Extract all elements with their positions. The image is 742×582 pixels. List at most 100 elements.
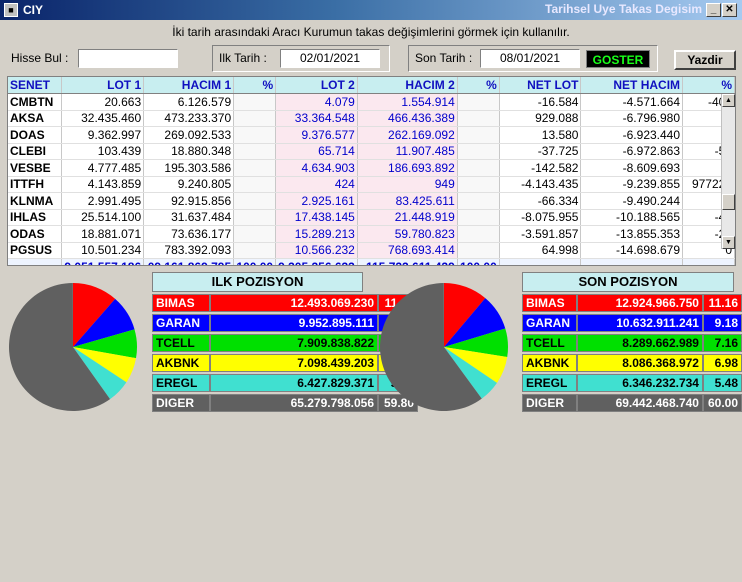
table-cell: -66.334 <box>499 192 582 210</box>
yazdir-button[interactable]: Yazdir <box>674 50 736 70</box>
table-row[interactable]: ITTFH 4.143.859 9.240.805 424 949 -4.143.435-… <box>8 176 735 193</box>
son-pozisyon-pct: 7.16 <box>702 334 742 352</box>
table-row[interactable]: DOAS 9.362.997 269.092.533 9.376.577 262.169… <box>8 126 735 144</box>
table-cell: 33.364.548 <box>275 110 358 127</box>
son-pozisyon-row[interactable]: DIGER 69.442.468.740 60.00 <box>522 394 742 412</box>
son-pozisyon-row[interactable]: EREGL 6.346.232.734 5.48 <box>522 374 742 392</box>
hisse-bul-label: Hisse Bul : <box>11 51 69 65</box>
column-header[interactable]: SENET <box>8 77 63 94</box>
table-cell <box>457 159 500 177</box>
son-pozisyon-row[interactable]: GARAN 10.632.911.241 9.18 <box>522 314 742 332</box>
ilk-pozisyon-value: 7.098.439.203 <box>210 354 378 372</box>
table-cell <box>457 192 500 210</box>
table-cell: IHLAS <box>8 209 63 226</box>
son-pozisyon-table: BIMAS 12.924.966.750 11.16 GARAN 10.632.911.… <box>522 292 742 414</box>
table-cell: 768.693.414 <box>357 242 458 259</box>
goster-button[interactable]: GOSTER <box>586 50 650 68</box>
column-header[interactable]: % <box>233 77 277 94</box>
son-pozisyon-value: 12.924.966.750 <box>576 294 703 312</box>
table-cell: 15.289.213 <box>275 225 358 243</box>
scroll-thumb[interactable] <box>722 194 735 210</box>
table-cell: 4.777.485 <box>61 159 145 177</box>
minimize-button[interactable]: _ <box>706 3 721 17</box>
table-scrollbar[interactable]: ▲ ▼ <box>721 94 735 249</box>
column-header[interactable]: LOT 1 <box>61 77 145 94</box>
pie-slice-bimas <box>444 283 486 347</box>
table-row[interactable]: KLNMA 2.991.495 92.915.856 2.925.161 83.425.… <box>8 192 735 210</box>
total-cell: 100,00 <box>233 258 277 265</box>
table-row[interactable]: CLEBI 103.439 18.880.348 65.714 11.907.485 -3… <box>8 143 735 160</box>
son-pozisyon-name: EREGL <box>522 374 577 392</box>
table-cell <box>457 225 500 243</box>
table-cell: -14.698.679 <box>580 242 684 259</box>
info-text: İki tarih arasındaki Aracı Kurumun takas… <box>172 25 570 39</box>
table-cell: -9.239.855 <box>580 176 684 193</box>
pie-slice-diger <box>9 283 111 411</box>
ilk-pozisyon-value: 12.493.069.230 <box>210 294 378 312</box>
son-tarih-input[interactable]: 08/01/2021 <box>480 49 580 68</box>
son-pozisyon-row[interactable]: TCELL 8.289.662.989 7.16 <box>522 334 742 352</box>
column-header[interactable]: % <box>682 77 735 94</box>
column-header[interactable]: HACIM 1 <box>143 77 235 94</box>
pie-slice-diger <box>380 283 482 411</box>
scroll-up-icon[interactable]: ▲ <box>722 94 735 107</box>
son-pozisyon-value: 8.289.662.989 <box>576 334 703 352</box>
pie-slice-tcell <box>444 328 508 358</box>
pie-slice-garan <box>444 298 506 347</box>
son-pozisyon-pct: 5.48 <box>702 374 742 392</box>
table-cell <box>233 176 277 193</box>
table-row[interactable]: ODAS 18.881.071 73.636.177 15.289.213 59.780… <box>8 225 735 243</box>
total-cell: 100,00 <box>457 258 500 265</box>
table-cell: 929.088 <box>499 110 582 127</box>
table-cell: -37.725 <box>499 143 582 160</box>
total-cell: 09.161.869.795 <box>143 258 235 265</box>
son-pozisyon-pct: 60.00 <box>702 394 742 412</box>
table-cell: 783.392.093 <box>143 242 235 259</box>
column-header[interactable]: % <box>457 77 500 94</box>
table-row[interactable]: AKSA 32.435.460 473.233.370 33.364.548 466.4… <box>8 110 735 127</box>
scroll-down-icon[interactable]: ▼ <box>722 236 735 249</box>
ilk-pozisyon-name: EREGL <box>152 374 210 392</box>
table-cell: 195.303.586 <box>143 159 235 177</box>
table-header-row: SENET LOT 1 HACIM 1% LOT 2 HACIM 2% NET LOT NE… <box>8 77 735 94</box>
column-header[interactable]: LOT 2 <box>275 77 358 94</box>
son-pozisyon-pie-chart <box>380 283 508 411</box>
son-pozisyon-pct: 11.16 <box>702 294 742 312</box>
hisse-bul-input[interactable] <box>78 49 178 68</box>
column-header[interactable]: NET LOT <box>499 77 582 94</box>
son-pozisyon-name: TCELL <box>522 334 577 352</box>
table-cell: -8.609.693 <box>580 159 684 177</box>
table-cell <box>233 192 277 210</box>
table-cell: -9.490.244 <box>580 192 684 210</box>
table-cell: 186.693.892 <box>357 159 458 177</box>
table-cell: 9.240.805 <box>143 176 235 193</box>
table-row[interactable]: VESBE 4.777.485 195.303.586 4.634.903 186.69… <box>8 159 735 177</box>
ilk-pozisyon-pie-chart <box>9 283 137 411</box>
table-cell: -6.972.863 <box>580 143 684 160</box>
pie-slice-eregl <box>444 347 497 399</box>
window-subtitle: Tarihsel Uye Takas Degisim <box>545 2 702 16</box>
ilk-tarih-input[interactable]: 02/01/2021 <box>280 49 380 68</box>
table-row[interactable]: PGSUS 10.501.234 783.392.093 10.566.232 768.… <box>8 242 735 259</box>
son-pozisyon-row[interactable]: BIMAS 12.924.966.750 11.16 <box>522 294 742 312</box>
son-pozisyon-name: DIGER <box>522 394 577 412</box>
ilk-pozisyon-row[interactable]: DIGER 65.279.798.056 59.80 <box>152 394 418 412</box>
table-row[interactable]: CMBTN 20.663 6.126.579 4.079 1.554.914 -16.58… <box>8 93 735 111</box>
table-cell: 83.425.611 <box>357 192 458 210</box>
column-header[interactable]: HACIM 2 <box>357 77 458 94</box>
column-header[interactable]: NET HACIM <box>580 77 684 94</box>
table-cell: -10.188.565 <box>580 209 684 226</box>
pie-slice-akbnk <box>444 347 508 383</box>
pie-slice-eregl <box>73 347 127 400</box>
son-pozisyon-row[interactable]: AKBNK 8.086.368.972 6.98 <box>522 354 742 372</box>
table-row[interactable]: IHLAS 25.514.100 31.637.484 17.438.145 21.44… <box>8 209 735 226</box>
table-cell: 262.169.092 <box>357 126 458 144</box>
table-cell: -6.796.980 <box>580 110 684 127</box>
son-pozisyon-name: GARAN <box>522 314 577 332</box>
table-cell: DOAS <box>8 126 63 144</box>
son-pozisyon-name: BIMAS <box>522 294 577 312</box>
close-button[interactable]: ✕ <box>722 3 737 17</box>
ilk-pozisyon-name: GARAN <box>152 314 210 332</box>
table-cell <box>233 225 277 243</box>
